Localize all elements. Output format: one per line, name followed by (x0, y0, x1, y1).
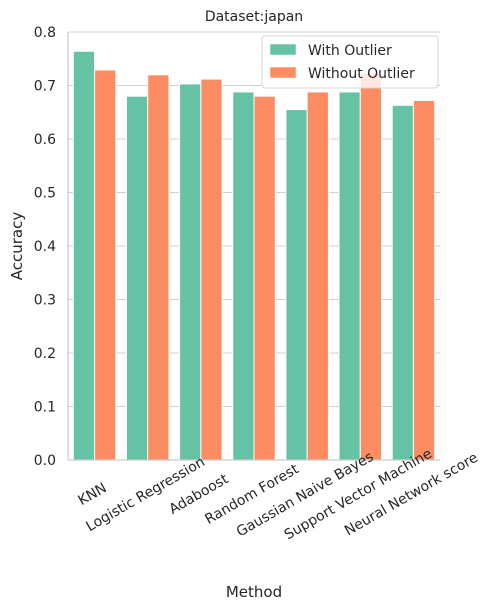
y-tick-label: 0.4 (34, 239, 56, 255)
y-axis-label: Accuracy (8, 212, 26, 281)
legend: With Outlier Without Outlier (261, 35, 439, 89)
x-tick-label: KNN (76, 480, 110, 509)
x-axis-label: Method (226, 583, 282, 601)
legend-box (261, 35, 439, 89)
chart-title: Dataset:japan (205, 9, 303, 25)
bar-with-outlier (72, 50, 96, 461)
bar-without-outlier (253, 95, 276, 461)
bar-without-outlier (306, 91, 329, 461)
y-tick-label: 0.2 (34, 346, 56, 362)
bar-with-outlier (125, 95, 149, 461)
bars (72, 50, 436, 461)
y-tick-label: 0.6 (34, 132, 56, 148)
legend-entry: With Outlier (308, 43, 392, 59)
bar-with-outlier (285, 109, 308, 461)
legend-swatch (269, 66, 297, 79)
y-tick-label: 0.7 (34, 79, 56, 95)
y-tick-label: 0.8 (34, 25, 56, 41)
bar-with-outlier (338, 91, 361, 461)
y-tick-label: 0.0 (34, 453, 56, 469)
bar-without-outlier (94, 69, 117, 461)
y-tick-label: 0.3 (34, 293, 56, 309)
bar-without-outlier (200, 78, 223, 461)
bar-with-outlier (232, 91, 255, 461)
bar-with-outlier (391, 104, 414, 461)
legend-entry: Without Outlier (308, 66, 415, 82)
bar-without-outlier (147, 74, 170, 461)
y-tick-label: 0.5 (34, 186, 56, 202)
y-tick-label: 0.1 (34, 400, 56, 416)
legend-swatch (269, 43, 297, 56)
bar-without-outlier (359, 72, 383, 461)
bar-with-outlier (179, 83, 202, 461)
bar-without-outlier (412, 99, 436, 461)
